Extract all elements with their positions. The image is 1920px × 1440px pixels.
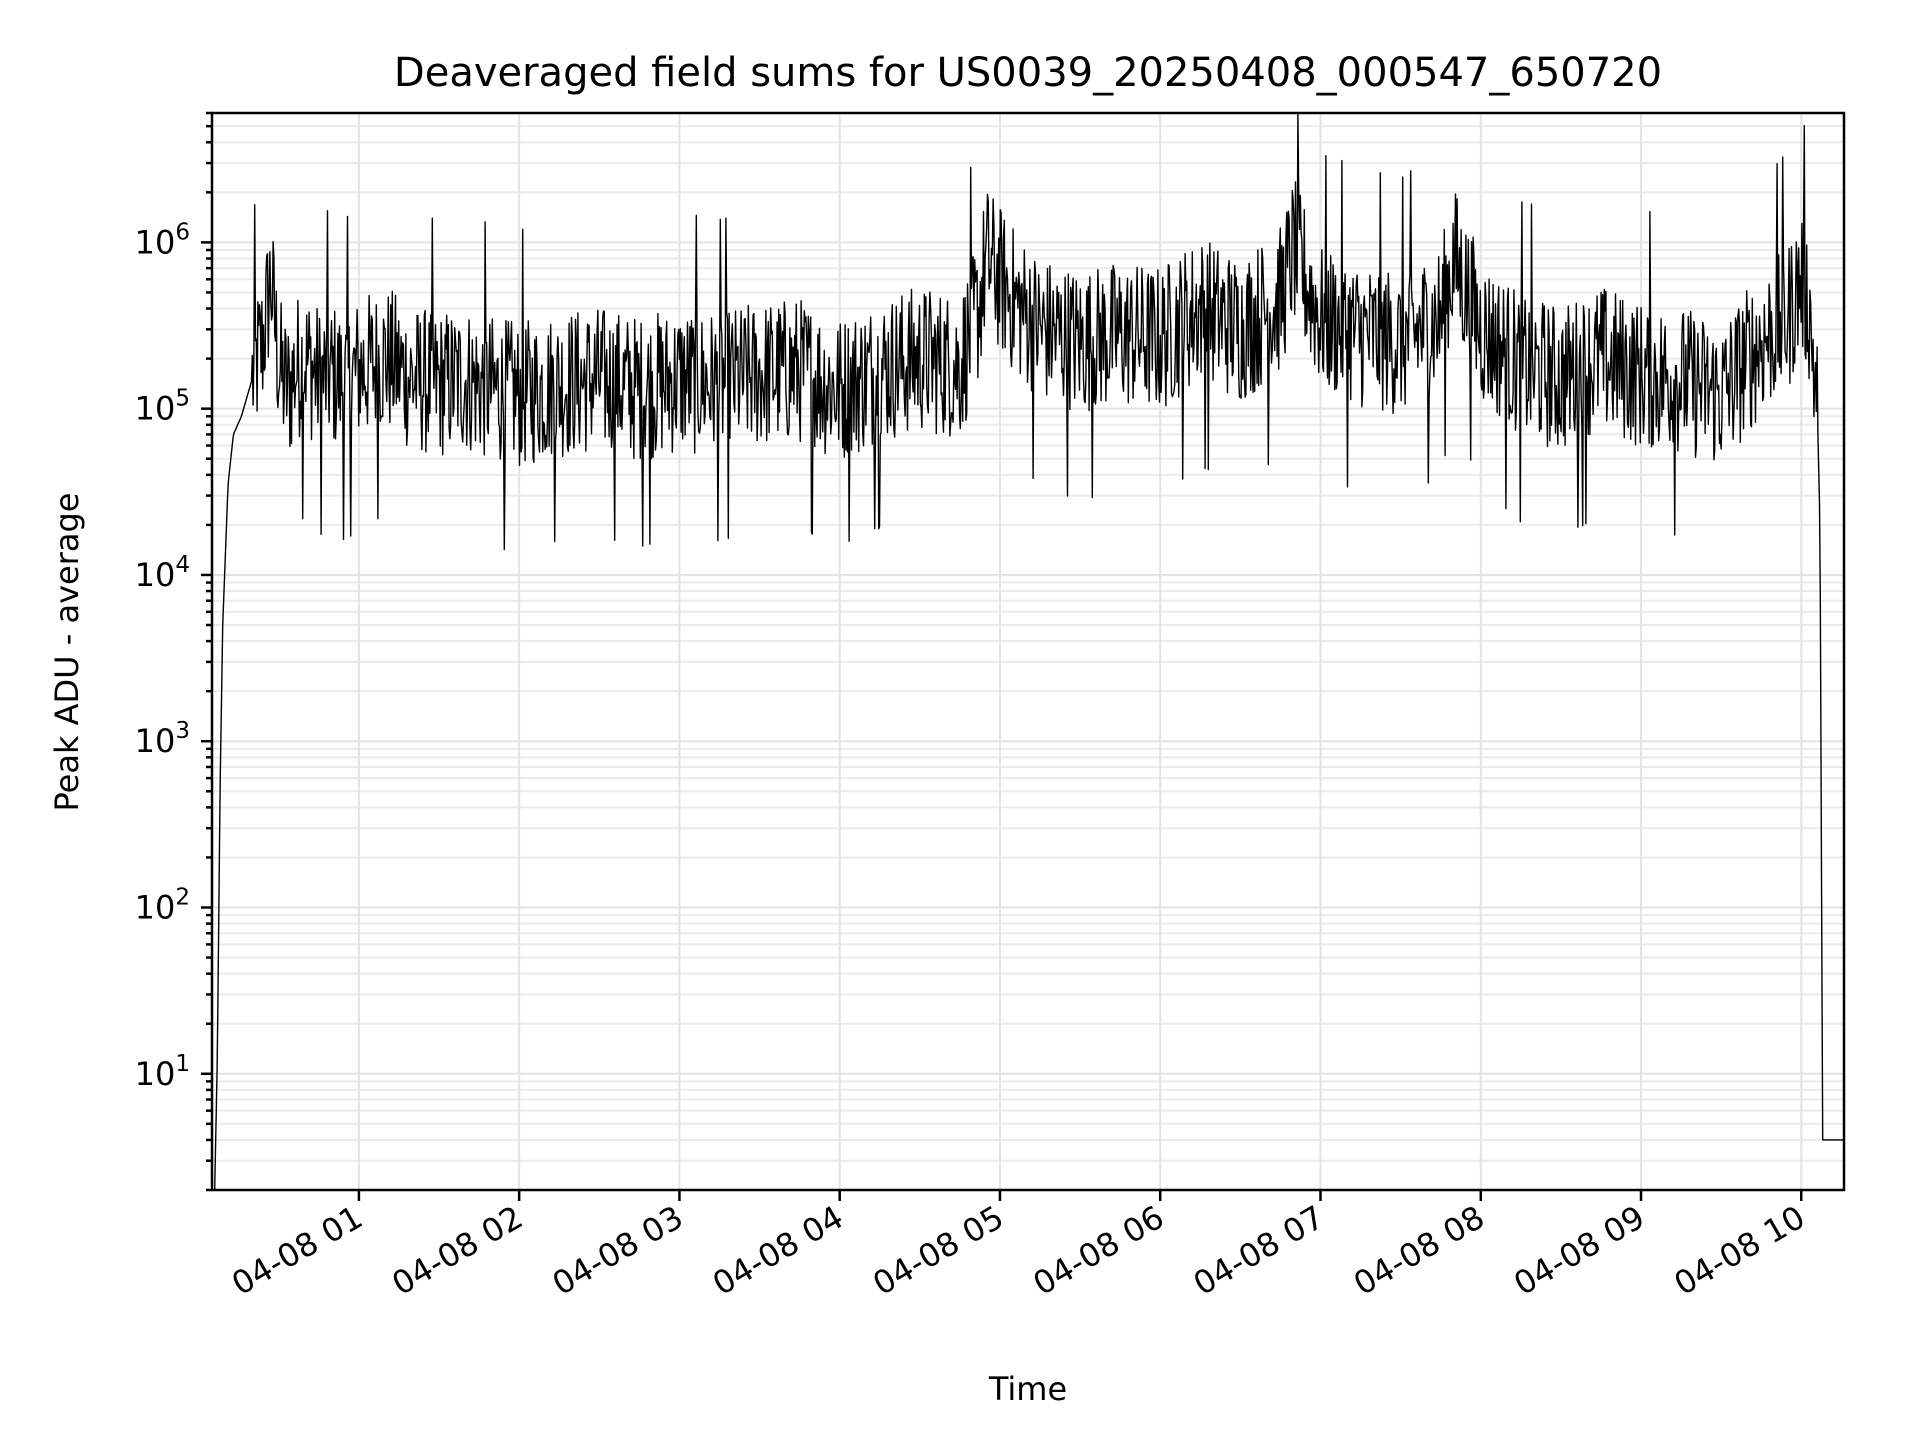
plot-frame — [210, 111, 1846, 1192]
y-tick-label: 106 — [135, 219, 190, 261]
y-tick-label: 105 — [135, 386, 190, 428]
minor-gridlines — [212, 112, 1844, 1191]
y-tick-label: 102 — [135, 884, 190, 926]
y-tick-label: 103 — [135, 718, 190, 760]
chart-title: Deaveraged field sums for US0039_2025040… — [394, 50, 1662, 96]
y-axis-ticks: 101 102 103 104 105 106 — [135, 111, 212, 1192]
y-tick-label: 101 — [135, 1051, 190, 1093]
y-tick-label: 104 — [135, 552, 190, 594]
series-line — [214, 112, 1844, 1191]
data-line-layer — [214, 112, 1844, 1191]
y-axis-label: Peak ADU - average — [48, 493, 86, 812]
x-axis-label: Time — [988, 1370, 1067, 1408]
